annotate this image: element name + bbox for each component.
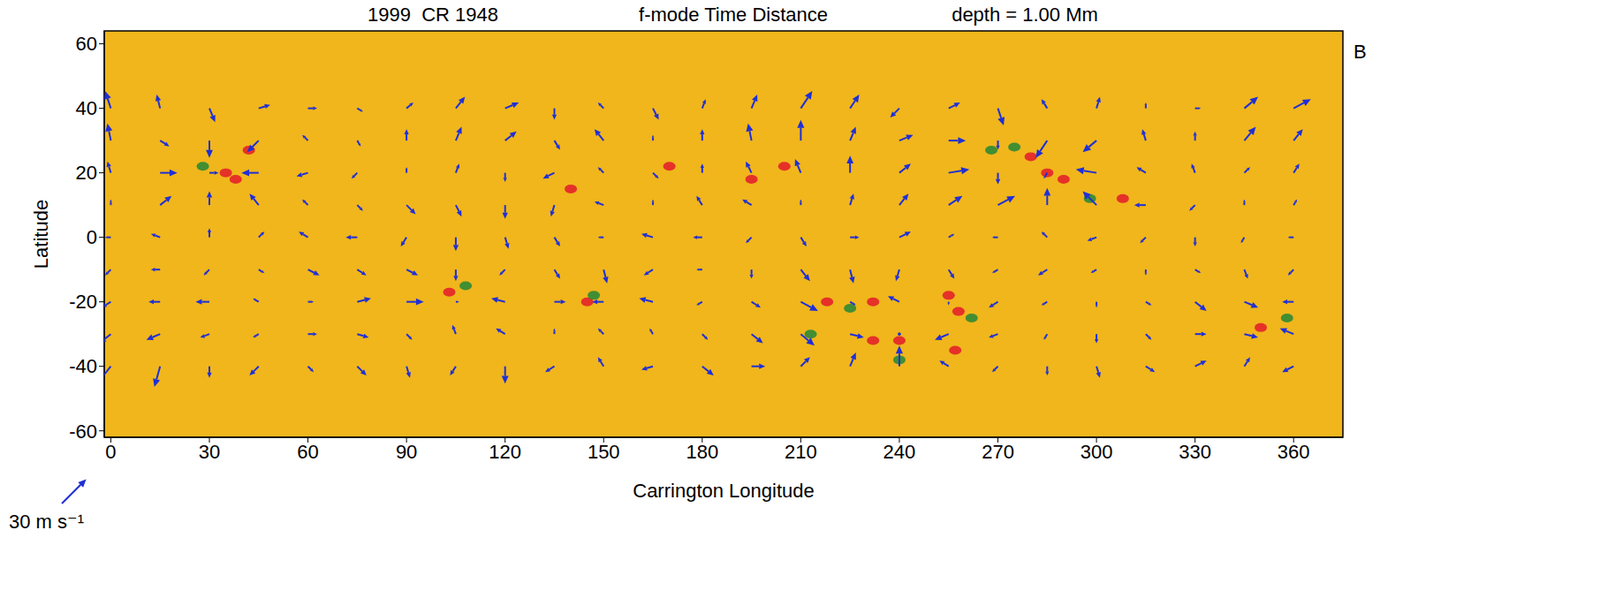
svg-text:-20: -20: [68, 290, 98, 313]
svg-text:120: 120: [488, 440, 522, 463]
svg-text:30: 30: [198, 440, 220, 463]
html-text:depth = 1.00 Mm: depth = 1.00 Mm: [951, 3, 1099, 26]
svg-text:330: 330: [1178, 440, 1212, 463]
svg-text:-40: -40: [68, 355, 98, 378]
html-text:1999 CR 1948: 1999 CR 1948: [367, 3, 499, 26]
svg-text:-60: -60: [68, 420, 98, 443]
svg-text:360: 360: [1277, 440, 1311, 463]
html-text:f-mode Time Distance: f-mode Time Distance: [638, 3, 828, 26]
svg-text:Carrington Longitude: Carrington Longitude: [632, 479, 814, 502]
svg-text:Latitude: Latitude: [30, 199, 53, 269]
svg-text:60: 60: [296, 440, 319, 463]
svg-text:210: 210: [784, 440, 818, 463]
svg-text:180: 180: [685, 440, 719, 463]
svg-text:0: 0: [105, 440, 116, 463]
svg-text:90: 90: [395, 440, 418, 463]
html-text:B: B: [1353, 40, 1367, 63]
svg-text:270: 270: [981, 440, 1015, 463]
svg-text:20: 20: [75, 161, 98, 184]
svg-text:0: 0: [86, 226, 98, 249]
svg-text:150: 150: [587, 440, 621, 463]
svg-text:60: 60: [75, 32, 98, 55]
html-text:30 m s⁻¹: 30 m s⁻¹: [8, 510, 84, 533]
svg-text:240: 240: [883, 440, 917, 463]
svg-text:40: 40: [75, 97, 98, 120]
svg-text:300: 300: [1080, 440, 1114, 463]
